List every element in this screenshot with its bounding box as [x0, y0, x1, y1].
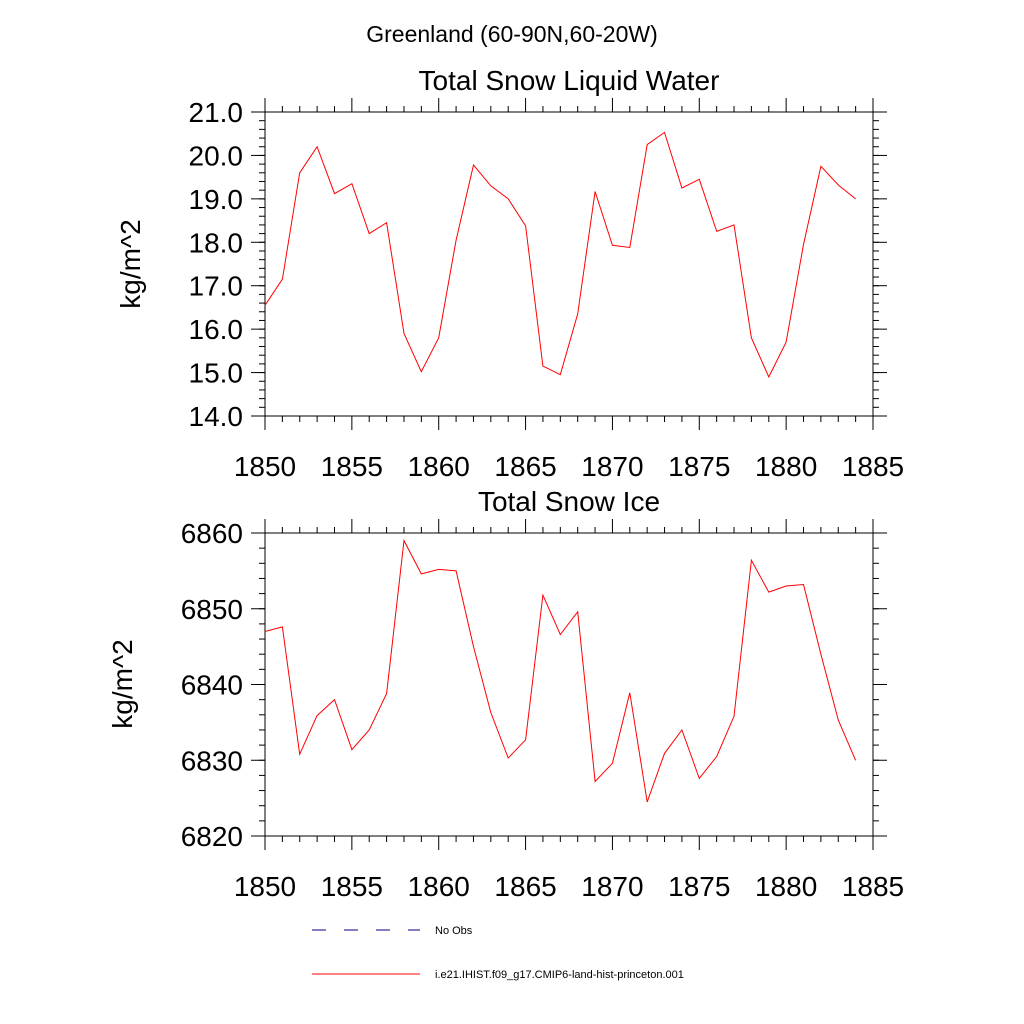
- x-tick-label: 1850: [234, 451, 296, 482]
- x-tick-label: 1875: [668, 871, 730, 902]
- plot-frame: [264, 111, 874, 417]
- y-tick-label: 15.0: [189, 358, 244, 389]
- page-title: Greenland (60-90N,60-20W): [366, 21, 657, 47]
- y-tick-label: 21.0: [189, 97, 244, 128]
- y-tick-label: 6840: [181, 670, 243, 701]
- y-tick-label: 19.0: [189, 184, 244, 215]
- y-tick-label: 6820: [181, 821, 243, 852]
- panel-total-snow-ice: Total Snow Ice kg/m^2 1850 1855 1860 1865 1870…: [107, 486, 904, 902]
- chart-title: Total Snow Ice: [478, 486, 660, 517]
- x-tick-label: 1855: [321, 871, 383, 902]
- legend: No Obs i.e21.IHIST.f09_g17.CMIP6-land-hi…: [312, 925, 684, 981]
- series-line: [264, 538, 857, 803]
- x-tick-label: 1880: [755, 451, 817, 482]
- x-tick-label: 1870: [581, 451, 643, 482]
- panel-total-snow-liquid-water: Total Snow Liquid Water kg/m^2 1850 1855 186…: [115, 65, 904, 482]
- y-tick-label: 14.0: [189, 401, 244, 432]
- legend-label-model: i.e21.IHIST.f09_g17.CMIP6-land-hist-prin…: [435, 969, 684, 981]
- y-tick-label: 17.0: [189, 271, 244, 302]
- series-line: [264, 131, 856, 379]
- plot-frame: [264, 532, 874, 837]
- x-tick-label: 1885: [842, 451, 904, 482]
- x-tick-label: 1860: [408, 451, 470, 482]
- x-tick-label: 1865: [494, 451, 556, 482]
- y-tick-label: 20.0: [189, 140, 244, 171]
- y-axis-label: kg/m^2: [107, 639, 138, 728]
- x-tick-label: 1855: [321, 451, 383, 482]
- x-tick-label: 1880: [755, 871, 817, 902]
- y-tick-label: 6830: [181, 745, 243, 776]
- y-axis-label: kg/m^2: [115, 219, 146, 308]
- x-tick-label: 1850: [234, 871, 296, 902]
- x-tick-label: 1875: [668, 451, 730, 482]
- x-tick-label: 1870: [581, 871, 643, 902]
- y-tick-label: 16.0: [189, 314, 244, 345]
- chart-title: Total Snow Liquid Water: [419, 65, 720, 96]
- x-tick-label: 1860: [408, 871, 470, 902]
- x-tick-label: 1885: [842, 871, 904, 902]
- y-tick-label: 6860: [181, 518, 243, 549]
- legend-label-no-obs: No Obs: [435, 925, 473, 937]
- x-tick-label: 1865: [494, 871, 556, 902]
- y-tick-label: 18.0: [189, 227, 244, 258]
- y-tick-label: 6850: [181, 594, 243, 625]
